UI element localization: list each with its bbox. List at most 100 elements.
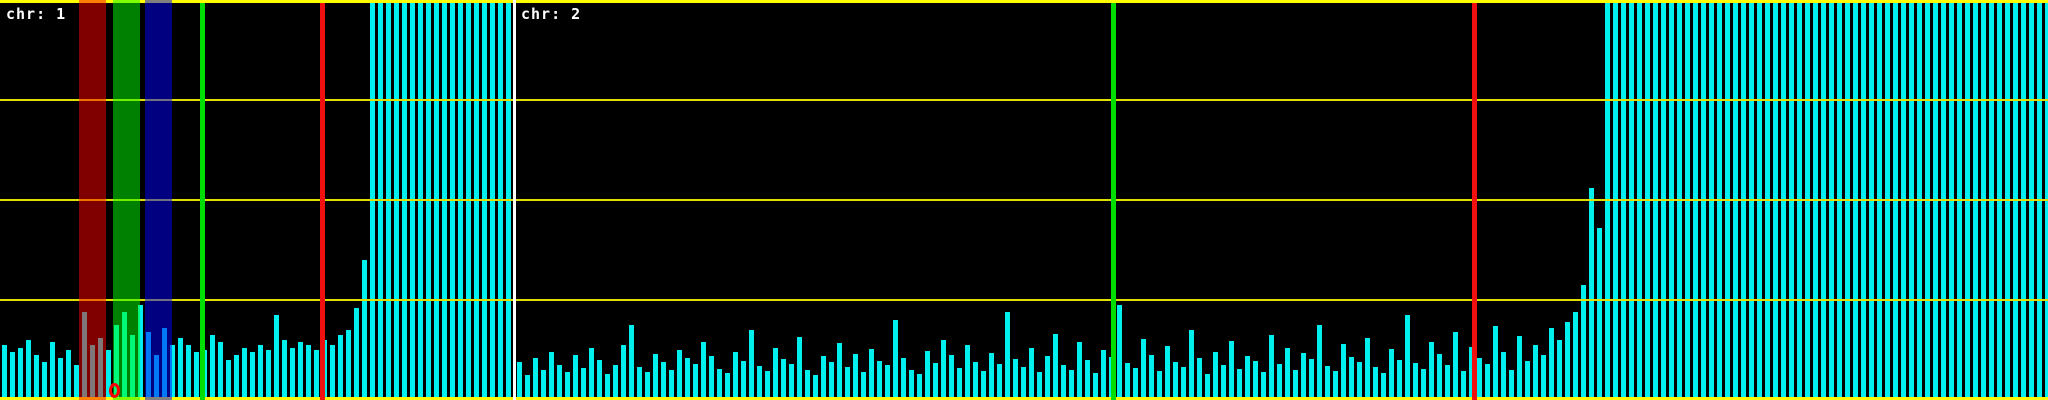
coverage-bar: [1285, 348, 1290, 400]
coverage-bar: [517, 362, 522, 400]
coverage-bar: [178, 338, 183, 400]
coverage-bar: [1997, 3, 2002, 400]
coverage-bar: [1821, 3, 1826, 400]
coverage-bar: [474, 3, 479, 400]
coverage-bar: [1477, 358, 1482, 400]
coverage-bar: [1981, 3, 1986, 400]
coverage-bar: [1629, 3, 1634, 400]
coverage-bar: [949, 355, 954, 400]
coverage-bar: [1453, 332, 1458, 400]
coverage-bar: [1141, 339, 1146, 400]
coverage-bar: [1845, 3, 1850, 400]
coverage-bar: [1965, 3, 1970, 400]
coverage-bar: [669, 370, 674, 400]
coverage-bar: [1493, 326, 1498, 400]
coverage-bar: [645, 372, 650, 400]
coverage-bar: [354, 308, 359, 400]
coverage-bar: [733, 352, 738, 400]
coverage-bar: [138, 305, 143, 400]
coverage-bar: [210, 335, 215, 400]
coverage-bar: [1749, 3, 1754, 400]
coverage-bar: [797, 337, 802, 400]
green-marker-line: [1111, 2, 1116, 400]
coverage-bar: [1157, 371, 1162, 400]
coverage-bar: [418, 3, 423, 400]
coverage-bar: [1437, 354, 1442, 400]
coverage-bar: [1797, 3, 1802, 400]
coverage-bar: [973, 362, 978, 400]
coverage-bar: [861, 372, 866, 400]
coverage-bar: [1717, 3, 1722, 400]
coverage-bar: [370, 3, 375, 400]
coverage-bar: [1685, 3, 1690, 400]
coverage-bar: [1597, 228, 1602, 400]
coverage-bar: [226, 360, 231, 400]
red-marker-line: [1472, 2, 1477, 400]
coverage-bar: [1133, 368, 1138, 400]
coverage-bar: [1605, 3, 1610, 400]
coverage-bar: [2037, 3, 2042, 400]
coverage-bar: [2, 345, 7, 400]
coverage-bar: [1669, 3, 1674, 400]
coverage-bar: [426, 3, 431, 400]
coverage-bar: [58, 358, 63, 400]
coverage-bar: [1253, 361, 1258, 400]
coverage-bar: [242, 348, 247, 400]
coverage-bar: [1909, 3, 1914, 400]
coverage-bar: [565, 372, 570, 400]
coverage-bar: [701, 342, 706, 400]
coverage-bar: [1813, 3, 1818, 400]
coverage-bar: [1205, 374, 1210, 400]
coverage-bar: [1565, 322, 1570, 400]
coverage-bar: [549, 352, 554, 400]
coverage-bar: [1461, 371, 1466, 400]
coverage-bar: [613, 365, 618, 400]
coverage-bar: [1933, 3, 1938, 400]
coverage-bar: [1725, 3, 1730, 400]
coverage-bar: [621, 345, 626, 400]
coverage-bar: [1277, 364, 1282, 400]
coverage-bar: [410, 3, 415, 400]
coverage-bar: [1333, 371, 1338, 400]
coverage-bar: [533, 358, 538, 400]
coverage-bar: [2029, 3, 2034, 400]
coverage-bar: [997, 364, 1002, 400]
coverage-bar: [1341, 344, 1346, 400]
coverage-bar: [1973, 3, 1978, 400]
coverage-bar: [1853, 3, 1858, 400]
coverage-bar: [194, 352, 199, 400]
coverage-bar: [1805, 3, 1810, 400]
coverage-bar: [957, 368, 962, 400]
coverage-bar: [10, 352, 15, 400]
coverage-bar: [1989, 3, 1994, 400]
coverage-bar: [1085, 360, 1090, 400]
coverage-bar: [1037, 372, 1042, 400]
coverage-bar: [1237, 369, 1242, 400]
coverage-bar: [218, 342, 223, 400]
coverage-bar: [2021, 3, 2026, 400]
coverage-bar: [597, 360, 602, 400]
coverage-bar: [250, 352, 255, 400]
coverage-bar: [346, 330, 351, 400]
coverage-bar: [1661, 3, 1666, 400]
coverage-bar: [1645, 3, 1650, 400]
coverage-bar: [1069, 370, 1074, 400]
gridline: [0, 99, 2048, 101]
coverage-bar: [1045, 356, 1050, 400]
coverage-bar: [1533, 345, 1538, 400]
coverage-bar: [1765, 3, 1770, 400]
coverage-bar: [66, 350, 71, 400]
coverage-bar: [1621, 3, 1626, 400]
coverage-bar: [1709, 3, 1714, 400]
coverage-bar: [1389, 349, 1394, 400]
coverage-bar: [1573, 312, 1578, 400]
coverage-bar: [1581, 285, 1586, 400]
coverage-bar: [1901, 3, 1906, 400]
coverage-bar: [1349, 357, 1354, 400]
coverage-bar: [498, 3, 503, 400]
coverage-bar: [1053, 334, 1058, 400]
coverage-bar: [298, 342, 303, 400]
coverage-bar: [466, 3, 471, 400]
coverage-bar: [1861, 3, 1866, 400]
coverage-bar: [1229, 341, 1234, 400]
